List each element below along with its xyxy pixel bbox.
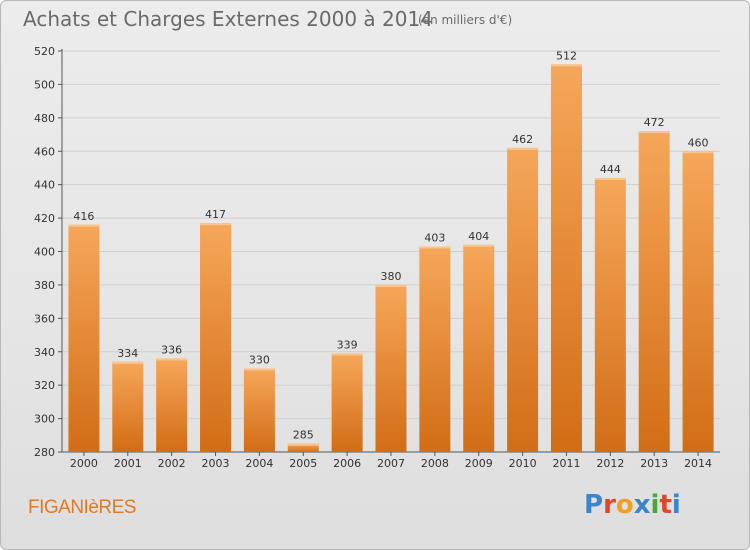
x-tick-label: 2001 [114, 457, 142, 470]
bar-top-highlight [243, 368, 275, 371]
x-tick-label: 2005 [289, 457, 317, 470]
y-tick-label: 380 [34, 279, 55, 292]
x-tick-label: 2004 [245, 457, 273, 470]
bar [594, 177, 626, 452]
bar-value-label: 512 [556, 49, 577, 62]
bar-value-label: 339 [337, 338, 358, 351]
bar-value-label: 444 [600, 163, 621, 176]
logo-letter: o [615, 490, 634, 520]
bar [243, 368, 275, 452]
bar [463, 244, 495, 452]
y-tick-label: 480 [34, 112, 55, 125]
bar-value-label: 334 [117, 347, 138, 360]
y-tick-label: 460 [34, 145, 55, 158]
bar-value-label: 336 [161, 343, 182, 356]
bars [68, 64, 714, 453]
y-tick-label: 400 [34, 246, 55, 259]
bar-value-label: 403 [424, 231, 445, 244]
bar-top-highlight [638, 131, 670, 134]
x-tick-label: 2003 [202, 457, 230, 470]
bar-value-label: 460 [688, 136, 709, 149]
bar [331, 353, 363, 452]
chart-subtitle: (en milliers d'€) [418, 13, 513, 27]
bar-value-label: 416 [73, 210, 94, 223]
bar-value-label: 462 [512, 133, 533, 146]
logo-letter: r [603, 490, 616, 520]
bar-top-highlight [68, 224, 100, 227]
x-tick-label: 2008 [421, 457, 449, 470]
bar [507, 147, 539, 453]
bar [287, 443, 319, 452]
bar [682, 151, 714, 452]
y-tick-label: 500 [34, 78, 55, 91]
x-tick-label: 2012 [596, 457, 624, 470]
bar-top-highlight [463, 244, 495, 247]
x-tick-label: 2010 [509, 457, 537, 470]
axes: 280 300 320 340 360 380 400 420 440 460 480 500 520 2… [34, 45, 720, 470]
bar-top-highlight [550, 64, 582, 67]
y-tick-label: 280 [34, 446, 55, 459]
bar-top-highlight [507, 147, 539, 150]
x-tick-label: 2014 [684, 457, 712, 470]
bar-value-label: 404 [468, 230, 489, 243]
y-tick-label: 340 [34, 346, 55, 359]
bar-top-highlight [594, 177, 626, 180]
y-tick-label: 320 [34, 379, 55, 392]
bar-top-highlight [419, 246, 451, 249]
bar-top-highlight [156, 358, 188, 361]
logo-letter: i [650, 490, 660, 520]
x-tick-label: 2002 [158, 457, 186, 470]
bar-value-label: 285 [293, 429, 314, 442]
bar [375, 284, 407, 452]
x-tick-label: 2013 [640, 457, 668, 470]
logo-letter: t [659, 490, 672, 520]
bar-value-label: 330 [249, 353, 270, 366]
bar [112, 361, 144, 452]
bar-value-label: 472 [644, 116, 665, 129]
y-tick-label: 300 [34, 413, 55, 426]
bar [638, 131, 670, 452]
bar-value-label: 417 [205, 208, 226, 221]
x-tick-label: 2000 [70, 457, 98, 470]
bar-top-highlight [375, 284, 407, 287]
bar [550, 64, 582, 452]
logo-letter: P [584, 490, 604, 520]
bar-top-highlight [200, 223, 232, 226]
bar-top-highlight [112, 361, 144, 364]
bar-top-highlight [287, 443, 319, 446]
logo-letter: i [671, 490, 681, 520]
chart-title: Achats et Charges Externes 2000 à 2014 [23, 7, 433, 31]
y-tick-label: 520 [34, 45, 55, 58]
x-tick-label: 2011 [552, 457, 580, 470]
x-tick-label: 2009 [465, 457, 493, 470]
logo-letter: x [633, 490, 651, 520]
y-tick-label: 440 [34, 179, 55, 192]
bar [156, 358, 188, 452]
y-tick-label: 420 [34, 212, 55, 225]
bar [419, 246, 451, 452]
bar-value-label: 380 [381, 270, 402, 283]
commune-name: FIGANIèRES [28, 497, 136, 518]
x-tick-label: 2007 [377, 457, 405, 470]
proxiti-logo[interactable]: Proxiti [584, 490, 681, 520]
bar-labels: 416 334 336 417 330 285 339 380 403 404 462 512 444 4… [73, 49, 708, 441]
y-tick-label: 360 [34, 312, 55, 325]
bar-top-highlight [682, 151, 714, 154]
x-tick-label: 2006 [333, 457, 361, 470]
bar-top-highlight [331, 353, 363, 356]
bar [68, 224, 100, 452]
bar [200, 223, 232, 452]
